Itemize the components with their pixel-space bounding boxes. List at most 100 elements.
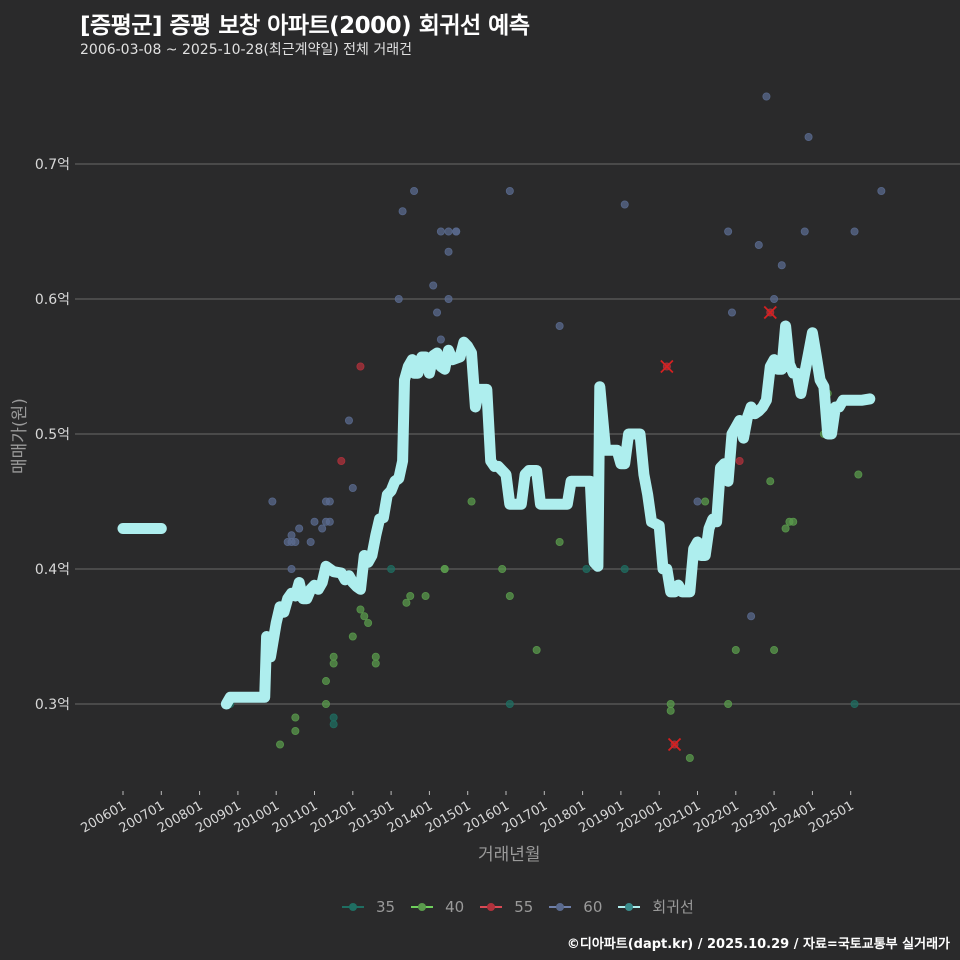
data-point-40 — [505, 592, 514, 601]
data-point-60 — [310, 517, 319, 526]
legend-key-icon — [480, 901, 503, 913]
data-point-55 — [356, 362, 365, 371]
scatter-points — [226, 92, 886, 763]
data-point-60 — [754, 240, 763, 249]
data-point-40 — [731, 646, 740, 655]
data-point-60 — [693, 497, 702, 506]
data-point-40 — [467, 497, 476, 506]
data-point-35 — [582, 565, 591, 574]
cancelled-markers — [660, 305, 777, 752]
legend-item-regression[interactable]: 회귀선 — [618, 896, 694, 917]
data-point-60 — [850, 227, 859, 236]
data-point-55 — [735, 456, 744, 465]
data-point-40 — [402, 598, 411, 607]
data-point-60 — [318, 524, 327, 533]
data-point-35 — [387, 565, 396, 574]
legend-item-55[interactable]: 55 — [480, 898, 533, 916]
data-point-60 — [348, 483, 357, 492]
data-point-40 — [770, 646, 779, 655]
legend-item-35[interactable]: 35 — [342, 898, 395, 916]
data-point-40 — [371, 659, 380, 668]
data-point-40 — [724, 700, 733, 709]
legend-label: 회귀선 — [652, 898, 694, 916]
data-point-40 — [532, 646, 541, 655]
legend: 35 40 55 60 회귀선 — [342, 896, 710, 917]
data-point-40 — [360, 612, 369, 621]
data-point-60 — [295, 524, 304, 533]
data-point-60 — [804, 132, 813, 141]
legend-label: 55 — [514, 897, 534, 916]
chart-title: [증평군] 증평 보창 아파트(2000) 회귀선 예측 — [80, 13, 530, 39]
x-axis-ticks: 2006012007012008012009012010012011012012… — [79, 791, 857, 836]
data-point-40 — [421, 592, 430, 601]
data-point-60 — [452, 227, 461, 236]
data-point-60 — [727, 308, 736, 317]
data-point-60 — [800, 227, 809, 236]
cancelled-x-icon — [763, 305, 777, 320]
y-tick-label: 0.5억 — [35, 427, 70, 443]
data-point-40 — [276, 740, 285, 749]
data-point-60 — [306, 538, 315, 547]
legend-key-icon — [342, 901, 364, 913]
y-axis-label: 매매가(원) — [10, 398, 30, 474]
data-point-40 — [701, 497, 710, 506]
data-point-40 — [291, 727, 300, 736]
data-point-40 — [321, 700, 330, 709]
data-point-40 — [666, 700, 675, 709]
y-tick-label: 0.7억 — [35, 157, 70, 173]
data-point-60 — [398, 207, 407, 216]
regression-line — [117, 320, 876, 710]
data-point-60 — [747, 612, 756, 621]
data-point-60 — [436, 335, 445, 344]
data-point-60 — [724, 227, 733, 236]
x-axis-label: 거래년월 — [478, 845, 541, 865]
cancelled-x-icon — [660, 359, 674, 374]
data-point-35 — [850, 700, 859, 709]
data-point-60 — [555, 321, 564, 330]
data-point-40 — [789, 517, 798, 526]
data-point-40 — [329, 659, 338, 668]
legend-key-icon — [618, 901, 641, 913]
data-point-60 — [268, 497, 277, 506]
data-point-60 — [444, 294, 453, 303]
data-point-40 — [364, 619, 373, 628]
data-point-60 — [436, 227, 445, 236]
data-point-60 — [325, 517, 334, 526]
legend-item-40[interactable]: 40 — [411, 898, 464, 916]
data-point-60 — [762, 92, 771, 101]
data-point-40 — [371, 652, 380, 661]
legend-key-icon — [411, 901, 434, 913]
data-point-60 — [505, 186, 514, 195]
legend-item-60[interactable]: 60 — [549, 898, 602, 916]
data-point-60 — [325, 497, 334, 506]
data-point-40 — [781, 524, 790, 533]
data-point-55 — [337, 456, 346, 465]
data-point-40 — [555, 538, 564, 547]
legend-label: 35 — [376, 897, 396, 916]
data-point-40 — [666, 706, 675, 715]
y-tick-label: 0.3억 — [35, 697, 70, 713]
legend-key-icon — [549, 901, 572, 913]
legend-label: 60 — [583, 897, 603, 916]
y-tick-label: 0.4억 — [35, 562, 70, 578]
legend-label: 40 — [445, 897, 465, 916]
footer-credit: ©디아파트(dapt.kr) / 2025.10.29 / 자료=국토교통부 실… — [566, 937, 950, 952]
data-point-40 — [498, 565, 507, 574]
data-point-40 — [854, 470, 863, 479]
data-point-35 — [620, 565, 629, 574]
y-axis-ticks: 0.3억 0.4억 0.5억 0.6억 0.7억 — [35, 157, 70, 713]
data-point-60 — [344, 416, 353, 425]
cancelled-x-icon — [667, 737, 682, 752]
data-point-40 — [329, 652, 338, 661]
data-point-60 — [777, 261, 786, 270]
data-point-60 — [287, 531, 296, 540]
data-point-60 — [433, 308, 442, 317]
data-point-60 — [877, 186, 886, 195]
data-point-40 — [406, 592, 415, 601]
data-point-40 — [440, 565, 449, 574]
data-point-40 — [321, 677, 330, 686]
data-point-40 — [348, 632, 357, 641]
data-point-40 — [766, 477, 775, 486]
data-point-35 — [329, 713, 338, 722]
